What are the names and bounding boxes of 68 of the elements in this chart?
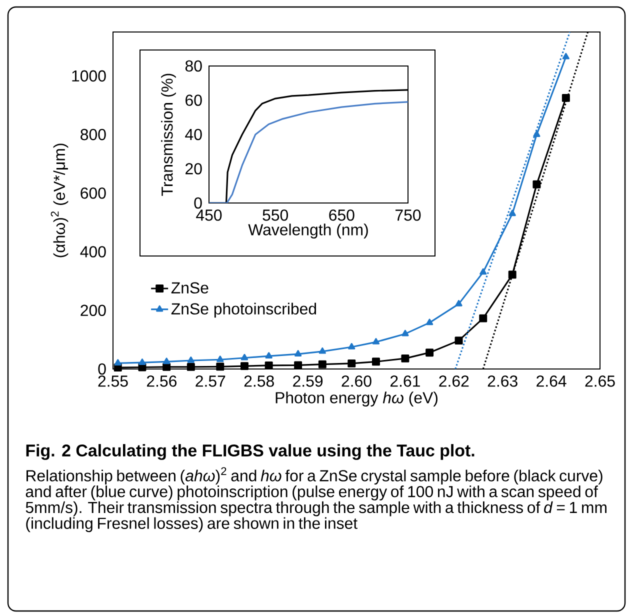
point [480,268,487,275]
y-tick-label: 40 [185,128,202,140]
point [138,358,146,365]
x-tick-label: 2.63 [488,376,518,387]
legend-label: ZnSe photoinscribed [171,302,316,318]
y-tick-label: 600 [80,188,106,199]
point [318,360,326,368]
y-axis-title: Transmission (%) [161,74,176,196]
point [372,338,380,344]
y-tick-label: 1000 [72,70,106,82]
x-tick-label: 2.59 [293,376,323,387]
point [532,180,541,188]
point [508,270,516,279]
point [186,362,195,371]
x-tick-label: 2.61 [390,376,420,387]
point [264,361,273,370]
point [163,358,170,364]
x-tick-label: 550 [262,210,288,221]
point [562,94,570,102]
point [454,336,463,345]
y-tick-label: 200 [80,304,106,316]
point [162,362,171,371]
text: Fig. 2 Calculating the FLIGBS value using the Tauc plot. [26,444,474,460]
point [216,356,224,362]
point [479,314,488,322]
x-tick-label: 2.56 [146,376,176,387]
x-tick-label: 650 [329,210,354,221]
point [348,343,356,350]
x-axis-title: Photon energy hω (eV) [276,392,438,407]
x-tick-label: 2.65 [585,376,615,387]
x-tick-label: 750 [396,210,421,221]
point [348,359,356,368]
y-tick-label: 0 [98,363,106,375]
y-tick-label: 80 [185,60,202,72]
point [114,359,122,366]
y-tick-label: 60 [186,94,202,106]
point [240,362,248,370]
point [426,348,434,357]
x-tick-label: 2.55 [98,376,128,387]
point [240,354,248,360]
y-tick-label: 20 [186,163,202,174]
point [294,350,302,356]
point [372,358,380,366]
legend-label: ZnSe [171,282,208,294]
y-tick-label: 0 [194,197,202,209]
point [318,347,326,354]
point [426,318,434,326]
point [455,300,462,306]
point [508,210,516,216]
point [562,52,570,60]
x-axis-title: Wavelength (nm) [248,224,368,239]
point [187,356,194,363]
x-tick-label: 2.57 [196,376,226,387]
point [402,330,409,336]
text: Relationship between (ahω)$^{2}$ and hω for a ZnSe crystal sample before (black curve) and after (blue curve) photoinscription (pulse energy of 100 nJ with a scan speed of 5mm/s). Their transmission spectra through the sample with a thickness of d = 1 mm (including Fresnel losses) are shown in the inset [26,467,606,532]
x-tick-label: 2.60 [342,376,372,387]
point [216,362,224,371]
point [265,352,272,358]
point [401,354,410,362]
x-tick-label: 2.58 [244,376,274,387]
point [533,130,540,137]
y-tick-label: 800 [80,128,106,140]
point [294,361,302,370]
x-tick-label: 2.64 [536,376,566,387]
y-axis-title: (αhω)$^{2}$ (eV*/μm) [50,144,68,258]
x-tick-label: 2.62 [439,376,469,387]
x-tick-label: 450 [196,210,222,221]
y-tick-label: 400 [80,246,106,258]
